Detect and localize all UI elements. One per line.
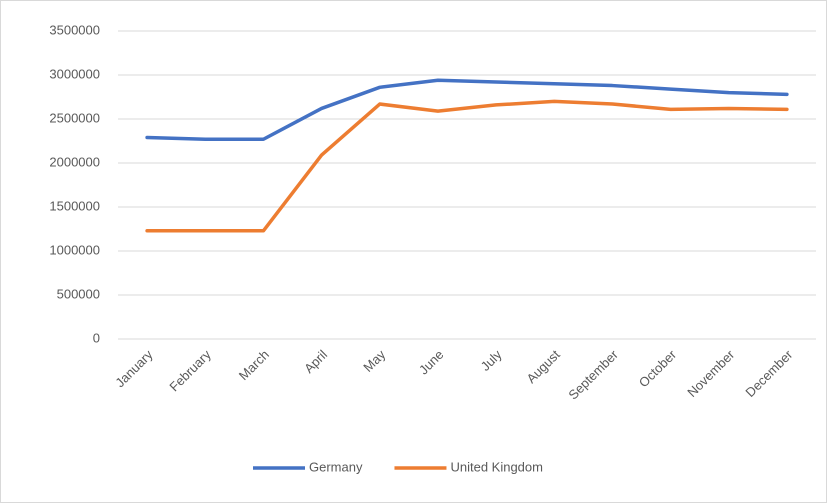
y-tick-label: 1500000 — [49, 198, 100, 213]
y-tick-label: 2500000 — [49, 110, 100, 125]
series-line — [145, 78, 789, 141]
y-tick-label: 1000000 — [49, 242, 100, 257]
y-tick-label: 500000 — [57, 286, 100, 301]
legend-label: Germany — [309, 459, 363, 474]
legend-label: United Kingdom — [450, 459, 543, 474]
y-tick-label: 3500000 — [49, 22, 100, 37]
y-tick-label: 0 — [93, 330, 100, 345]
y-tick-label: 3000000 — [49, 66, 100, 81]
y-tick-label: 2000000 — [49, 154, 100, 169]
series-line — [145, 99, 789, 233]
